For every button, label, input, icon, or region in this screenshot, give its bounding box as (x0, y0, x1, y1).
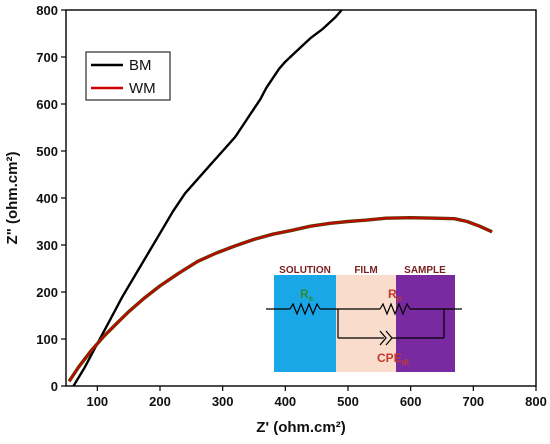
resistor-rp (379, 302, 411, 316)
y-axis-title: Z" (ohm.cm²) (4, 152, 21, 245)
x-tick-label: 800 (525, 394, 547, 409)
series-layer (67, 9, 493, 387)
cpe-label: CPEdl (377, 351, 409, 367)
x-tick-label: 100 (86, 394, 108, 409)
y-tick-label: 200 (36, 285, 58, 300)
legend-box (85, 51, 171, 101)
y-tick-label: 100 (36, 332, 58, 347)
y-tick-label: 800 (36, 3, 58, 18)
rs-label: Rs (300, 287, 314, 303)
rp-label: Rp (388, 287, 402, 303)
y-tick-label: 500 (36, 144, 58, 159)
y-tick-label: 700 (36, 50, 58, 65)
solution-region (274, 275, 336, 372)
section-label-solution: SOLUTION (279, 265, 331, 276)
x-tick-label: 400 (274, 394, 296, 409)
series-line-bm (72, 9, 343, 387)
equivalent-circuit-inset: SOLUTION FILM SAMPLE Rs Rp CPEdl (266, 262, 462, 372)
ticks-layer: 100 200 300 400 500 600 700 800 0 100 200 300 400 500… (36, 3, 547, 409)
y-tick-label: 0 (51, 379, 58, 394)
x-tick-label: 200 (149, 394, 171, 409)
legend: BM WM (85, 51, 171, 101)
legend-label-wm: WM (129, 80, 156, 97)
x-tick-label: 600 (400, 394, 422, 409)
sample-region (396, 275, 455, 372)
y-tick-label: 600 (36, 97, 58, 112)
section-label-film: FILM (354, 265, 377, 276)
y-tick-label: 300 (36, 238, 58, 253)
section-label-sample: SAMPLE (404, 265, 446, 276)
legend-label-bm: BM (129, 57, 152, 74)
x-tick-label: 700 (462, 394, 484, 409)
x-tick-label: 500 (337, 394, 359, 409)
series-line-wm (68, 216, 493, 382)
y-tick-label: 400 (36, 191, 58, 206)
x-axis-title: Z' (ohm.cm²) (256, 419, 345, 436)
resistor-rs (289, 302, 321, 316)
x-tick-label: 300 (212, 394, 234, 409)
cpe-element (379, 330, 387, 346)
film-region (336, 275, 396, 372)
